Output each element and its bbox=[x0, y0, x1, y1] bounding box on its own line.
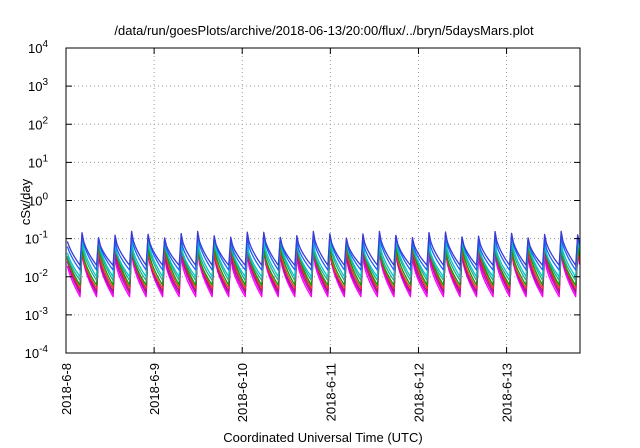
x-tick-label: 2018-6-13 bbox=[500, 363, 515, 422]
y-tick-exponent: 1 bbox=[42, 153, 48, 164]
y-tick-exponent: -1 bbox=[39, 230, 48, 241]
y-tick-label: 100 bbox=[28, 192, 48, 209]
y-tick-base: 10 bbox=[25, 308, 39, 323]
x-tick-label: 2018-6-9 bbox=[147, 363, 162, 415]
x-tick-label: 2018-6-8 bbox=[59, 363, 74, 415]
y-tick-exponent: -4 bbox=[39, 344, 48, 355]
y-tick-base: 10 bbox=[25, 346, 39, 361]
y-tick-base: 10 bbox=[28, 117, 42, 132]
y-tick-label: 10-3 bbox=[25, 306, 49, 323]
x-axis: 2018-6-8 2018-6-9 2018-6-10 2018-6-11 2018-6… bbox=[59, 48, 515, 422]
x-tick-label: 2018-6-11 bbox=[323, 363, 338, 421]
x-tick-label: 2018-6-10 bbox=[235, 363, 250, 422]
y-tick-exponent: 0 bbox=[42, 192, 48, 203]
y-tick-label: 103 bbox=[28, 77, 48, 94]
x-tick-label: 2018-6-12 bbox=[411, 363, 426, 422]
series-line bbox=[66, 236, 581, 278]
y-tick-exponent: 3 bbox=[42, 77, 48, 88]
y-tick-label: 102 bbox=[28, 115, 48, 132]
x-axis-label: Coordinated Universal Time (UTC) bbox=[223, 430, 422, 445]
chart-title: /data/run/goesPlots/archive/2018-06-13/2… bbox=[114, 23, 534, 38]
y-tick-base: 10 bbox=[28, 41, 42, 56]
plot-area bbox=[66, 230, 581, 298]
grid bbox=[66, 48, 580, 353]
series-line bbox=[66, 230, 581, 266]
y-tick-exponent: 2 bbox=[42, 115, 48, 126]
y-tick-base: 10 bbox=[25, 232, 39, 247]
y-tick-exponent: 4 bbox=[42, 39, 48, 50]
y-tick-label: 10-4 bbox=[25, 344, 49, 361]
y-axis-label: cSv/day bbox=[18, 178, 33, 225]
y-tick-base: 10 bbox=[28, 155, 42, 170]
y-tick-label: 10-2 bbox=[25, 268, 49, 285]
y-tick-label: 104 bbox=[28, 39, 48, 56]
y-tick-base: 10 bbox=[28, 194, 42, 209]
y-tick-base: 10 bbox=[28, 79, 42, 94]
y-tick-base: 10 bbox=[25, 270, 39, 285]
y-tick-exponent: -2 bbox=[39, 268, 48, 279]
y-tick-label: 10-1 bbox=[25, 230, 49, 247]
y-tick-exponent: -3 bbox=[39, 306, 48, 317]
y-tick-label: 101 bbox=[28, 153, 48, 170]
